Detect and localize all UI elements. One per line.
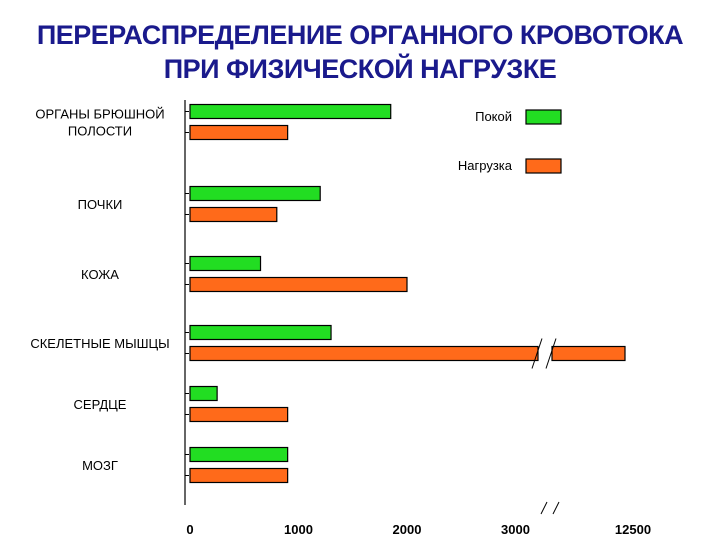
bar-load-3 [189,345,539,362]
bar-rest-4 [189,385,218,402]
category-label: ПОЧКИ [78,197,123,212]
bar-rest-2 [189,255,262,272]
category-label: МОЗГ [82,458,118,473]
legend-swatch [525,109,562,125]
x-tick-label: 0 [186,522,193,537]
bar-load-1 [189,206,278,223]
category-label: ОРГАНЫ БРЮШНОЙ [35,107,164,122]
title-line-1: ПЕРЕРАСПРЕДЕЛЕНИЕ ОРГАННОГО КРОВОТОКА [36,20,684,50]
bar-load-2 [189,276,408,293]
x-tick-label: 2000 [393,522,422,537]
bar-rest-1 [189,185,321,202]
bar-load-3-cont [551,345,626,362]
legend-label: Покой [475,109,512,124]
bar-break-mark [531,338,543,369]
bar-rest-3 [189,324,332,341]
chart-title: ПЕРЕРАСПРЕДЕЛЕНИЕ ОРГАННОГО КРОВОТОКА ПР… [0,18,720,86]
bar-load-0 [189,124,289,141]
bar-break-mark [545,338,557,369]
x-tick-label: 12500 [615,522,651,537]
bar-load-4 [189,406,289,423]
category-label: КОЖА [81,267,119,282]
category-label: СЕРДЦЕ [74,397,127,412]
legend-label: Нагрузка [458,158,513,173]
legend-swatch [525,158,562,174]
category-label: ПОЛОСТИ [68,124,132,139]
title-line-2: ПРИ ФИЗИЧЕСКОЙ НАГРУЗКЕ [163,54,557,84]
category-label: СКЕЛЕТНЫЕ МЫШЦЫ [30,336,169,351]
x-tick-label: 1000 [284,522,313,537]
x-tick-label: 3000 [501,522,530,537]
bar-load-5 [189,467,289,484]
axis-break-mark [540,501,548,515]
axis-break-mark [552,501,560,515]
bar-rest-0 [189,103,392,120]
bar-rest-5 [189,446,289,463]
